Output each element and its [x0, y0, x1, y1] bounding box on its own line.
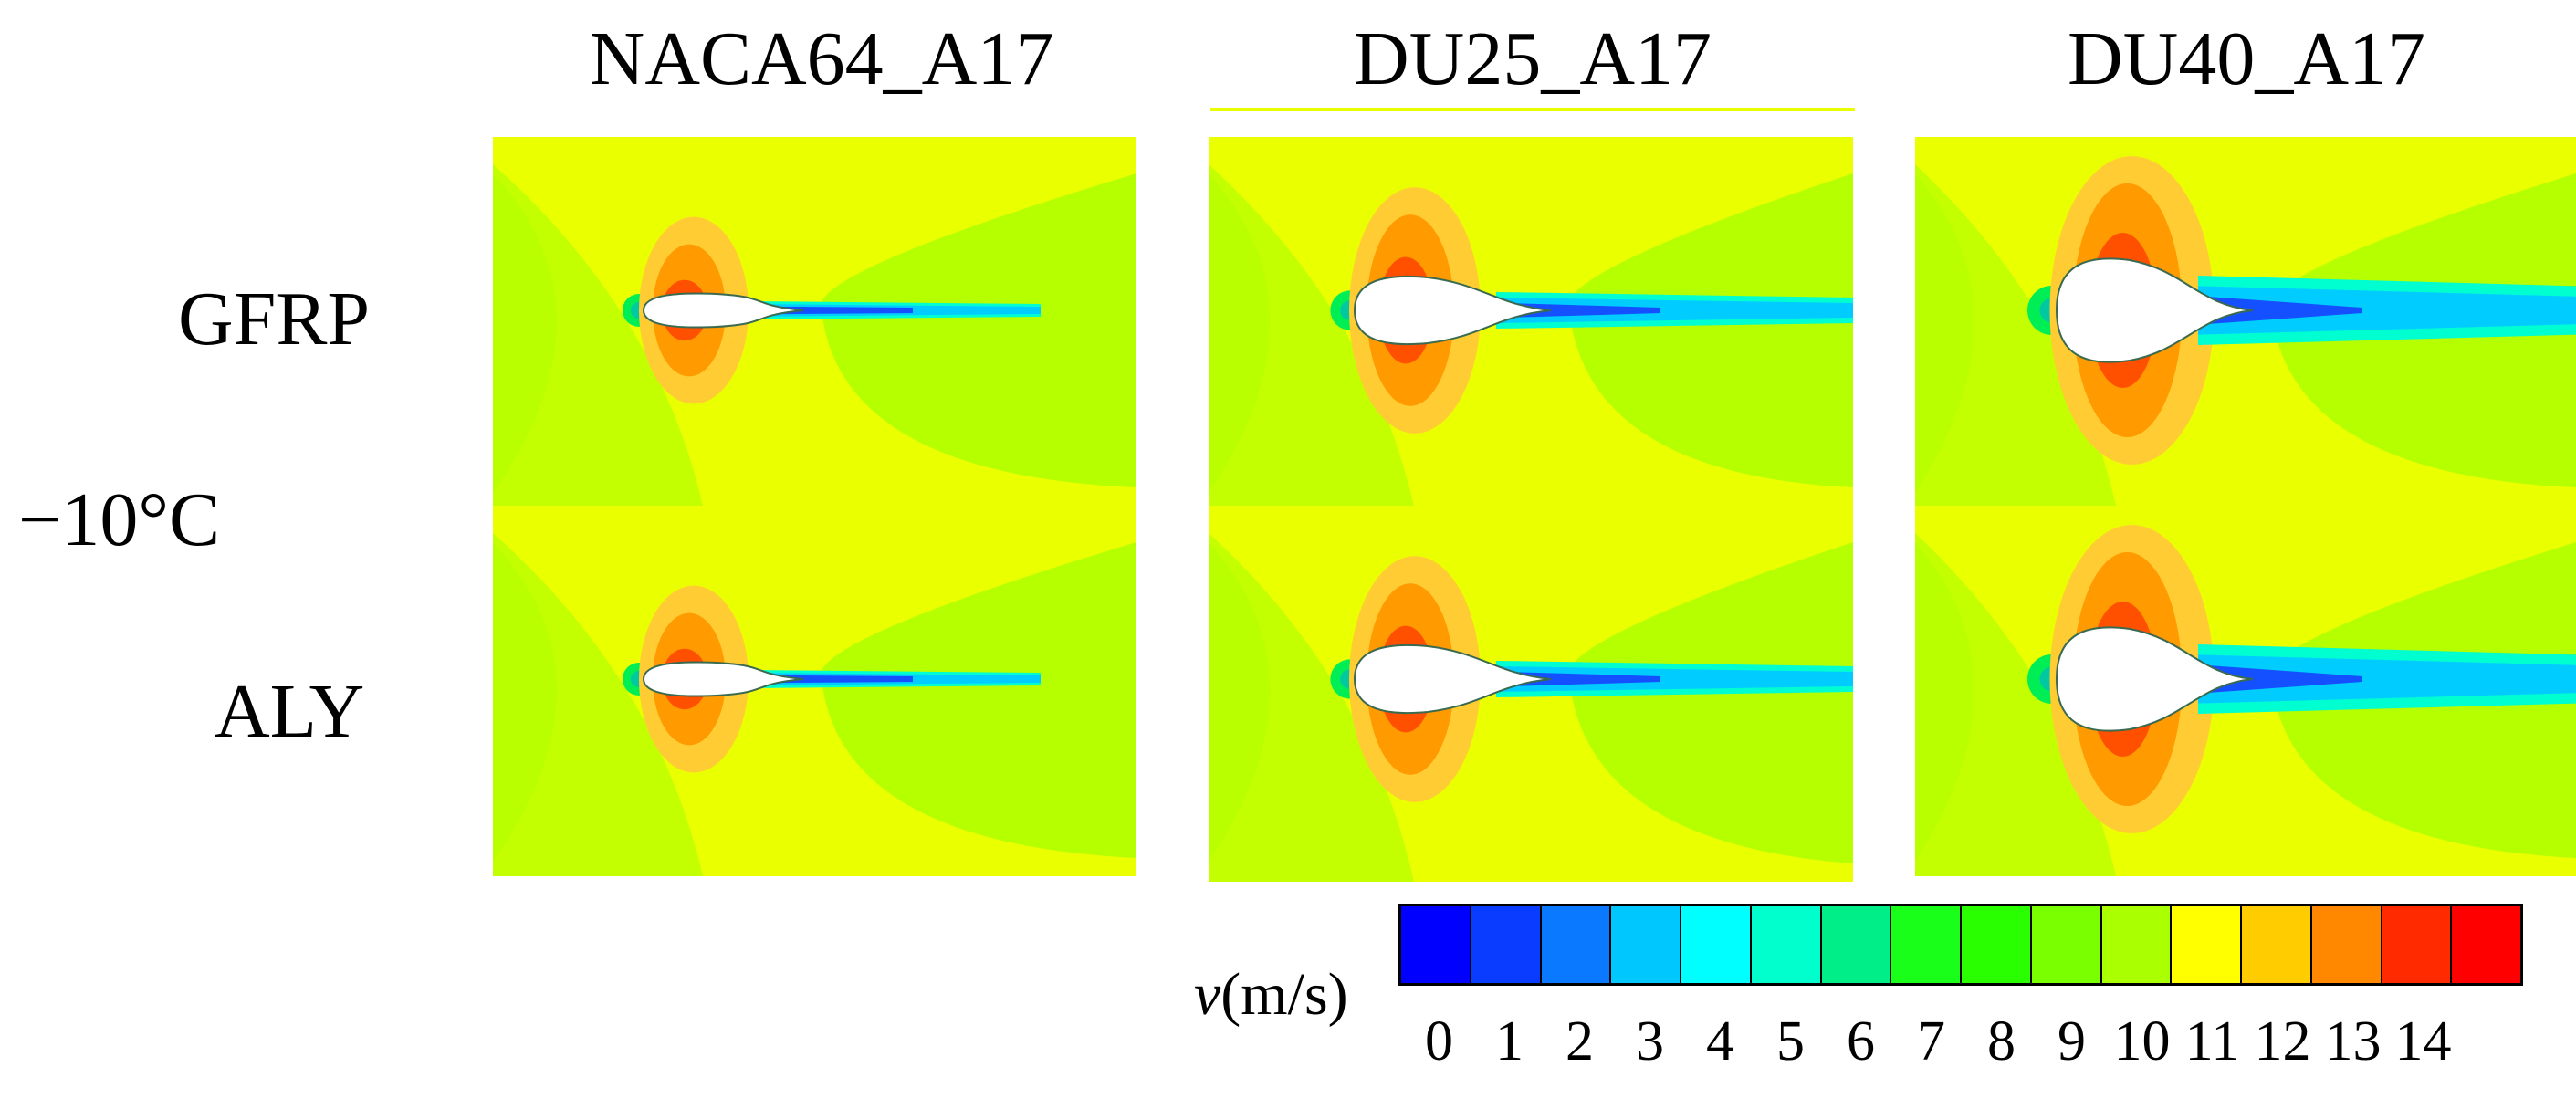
colorbar-unit: (m/s) — [1220, 961, 1348, 1028]
panel-du40-aly — [1915, 506, 2576, 876]
column-title-naca64: NACA64_A17 — [589, 16, 1054, 101]
colorbar-swatch — [1541, 906, 1612, 983]
colorbar-tick-label: 1 — [1495, 1010, 1524, 1072]
colorbar-tick-label: 9 — [2058, 1010, 2086, 1072]
colorbar-swatch — [1681, 906, 1752, 983]
colorbar-swatch — [2242, 906, 2312, 983]
colorbar-swatch — [1611, 906, 1681, 983]
colorbar-swatch — [1401, 906, 1471, 983]
colorbar-tick-label: 14 — [2394, 1010, 2452, 1072]
panel-naca64-aly — [493, 506, 1136, 876]
panel-du25-gfrp — [1209, 137, 1853, 506]
row-label-aly: ALY — [215, 669, 365, 754]
colorbar — [1398, 904, 2523, 986]
colorbar-tick-label: 3 — [1636, 1010, 1664, 1072]
panel-naca64-gfrp — [493, 137, 1136, 506]
colorbar-variable: v — [1194, 961, 1221, 1028]
colorbar-tick-label: 7 — [1917, 1010, 1945, 1072]
temperature-label: −10°C — [18, 477, 220, 562]
colorbar-tick-label: 12 — [2254, 1010, 2311, 1072]
colorbar-swatch — [2382, 906, 2453, 983]
colorbar-swatch — [1471, 906, 1542, 983]
title-underline — [1210, 108, 1855, 111]
panel-du40-gfrp — [1915, 137, 2576, 506]
colorbar-swatch — [2031, 906, 2102, 983]
colorbar-tick-label: 8 — [1987, 1010, 2016, 1072]
colorbar-tick-label: 0 — [1425, 1010, 1453, 1072]
column-title-du40: DU40_A17 — [2068, 16, 2425, 101]
colorbar-swatch — [2172, 906, 2242, 983]
colorbar-tick-label: 2 — [1565, 1010, 1594, 1072]
colorbar-swatch — [1751, 906, 1822, 983]
colorbar-swatch — [1891, 906, 1962, 983]
colorbar-tick-label: 10 — [2113, 1010, 2171, 1072]
colorbar-swatch — [2452, 906, 2520, 983]
panel-du25-aly — [1209, 506, 1853, 882]
column-title-du25: DU25_A17 — [1354, 16, 1712, 101]
colorbar-unit-label: v(m/s) — [1194, 958, 1348, 1031]
colorbar-tick-label: 4 — [1706, 1010, 1734, 1072]
colorbar-tick-label: 13 — [2324, 1010, 2382, 1072]
colorbar-swatch — [2311, 906, 2382, 983]
colorbar-swatch — [1821, 906, 1892, 983]
row-label-gfrp: GFRP — [178, 277, 371, 361]
colorbar-tick-label: 11 — [2184, 1010, 2240, 1072]
colorbar-tick-label: 5 — [1776, 1010, 1805, 1072]
colorbar-swatch — [1962, 906, 2032, 983]
colorbar-swatch — [2101, 906, 2173, 983]
colorbar-tick-label: 6 — [1847, 1010, 1875, 1072]
